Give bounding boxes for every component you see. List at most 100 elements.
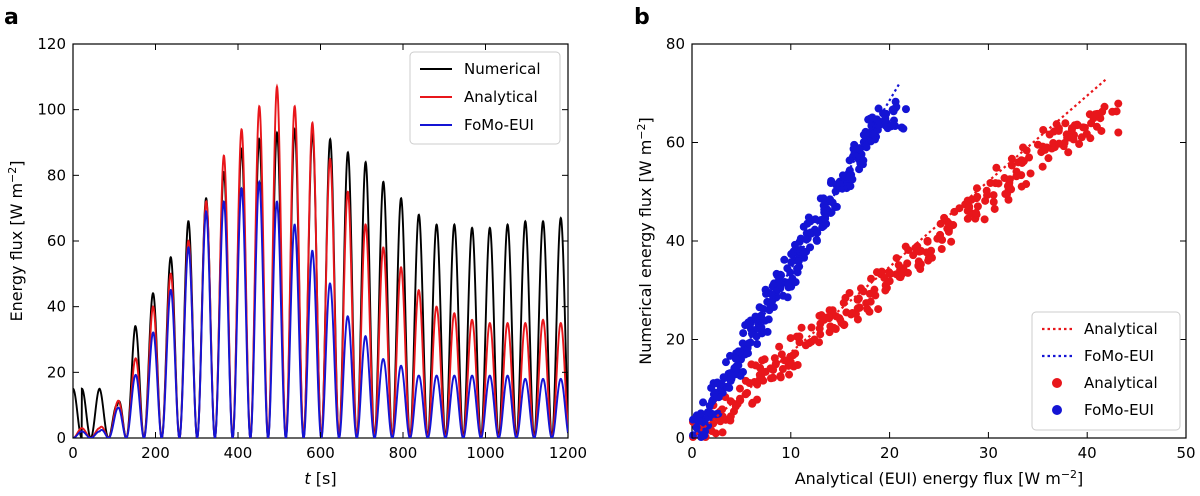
scatter-point-fomo-eui (888, 105, 897, 114)
scatter-point-analytical (892, 254, 901, 263)
scatter-point-analytical (947, 237, 956, 246)
scatter-point-analytical (1100, 102, 1109, 111)
scatter-point-fomo-eui (753, 340, 762, 348)
fit-line-fomo-eui (691, 82, 901, 439)
scatter-point-analytical (786, 358, 795, 367)
scatter-point-analytical (726, 416, 735, 425)
scatter-point-analytical (927, 253, 936, 262)
scatter-point-fomo-eui (741, 321, 750, 330)
scatter-point-fomo-eui (845, 156, 854, 165)
scatter-point-analytical (828, 306, 837, 315)
scatter-point-analytical (915, 247, 924, 256)
scatter-point-fomo-eui (696, 409, 705, 418)
scatter-point-fomo-eui (699, 398, 708, 407)
scatter-point-fomo-eui (845, 172, 854, 181)
panel-a-ylabel-exp: −2 (6, 167, 19, 183)
panel-a-xtick-label: 200 (141, 444, 170, 462)
scatter-point-analytical (1073, 120, 1082, 129)
panel-a-ytick-label: 0 (56, 429, 66, 447)
scatter-point-fomo-eui (899, 124, 908, 133)
scatter-point-fomo-eui (804, 213, 813, 222)
panel-a-ytick-label: 80 (47, 166, 66, 184)
scatter-point-fomo-eui (794, 257, 803, 266)
scatter-point-analytical (726, 397, 735, 406)
scatter-point-fomo-eui (811, 215, 820, 224)
panel-a-ylabel: Energy flux [W m−2] (6, 160, 27, 321)
scatter-point-analytical (760, 355, 769, 364)
scatter-point-analytical (923, 237, 932, 246)
panel-a-ytick-label: 40 (47, 298, 66, 316)
scatter-point-fomo-eui (901, 105, 910, 114)
panel-b-ticks: 0 10 20 30 40 50 0 20 40 60 80 (666, 35, 1196, 462)
scatter-point-fomo-eui (806, 243, 815, 252)
scatter-point-analytical (901, 242, 910, 251)
panel-b-xtick-label: 20 (880, 444, 899, 462)
scatter-point-fomo-eui (738, 339, 747, 348)
scatter-point-analytical (1012, 172, 1021, 181)
scatter-point-analytical (1033, 140, 1042, 149)
scatter-point-fomo-eui (714, 393, 723, 402)
scatter-point-analytical (775, 342, 784, 351)
legend-label-scatter-analytical: Analytical (1084, 374, 1158, 392)
legend-label-numerical: Numerical (464, 60, 541, 78)
fit-line-analytical (691, 77, 1108, 439)
scatter-point-analytical (867, 274, 876, 283)
scatter-point-fomo-eui (743, 349, 752, 358)
panel-b-ytick-label: 80 (666, 35, 685, 53)
panel-a-xtick-label: 1200 (549, 444, 587, 462)
panel-a-xtick-label: 0 (68, 444, 78, 462)
scatter-point-analytical (1052, 120, 1061, 129)
panel-a-ticks: 0 200 400 600 800 1000 1200 0 20 40 60 80 100 120 (37, 35, 587, 462)
scatter-point-fomo-eui (736, 371, 745, 380)
scatter-point-analytical (863, 305, 872, 314)
panel-a-legend: Numerical Analytical FoMo-EUI (409, 51, 561, 145)
scatter-point-analytical (1069, 135, 1078, 144)
scatter-point-fomo-eui (755, 303, 764, 312)
scatter-point-fomo-eui (746, 338, 755, 347)
panel-b-xlabel-exp: −2 (1061, 468, 1077, 481)
scatter-point-fomo-eui (787, 258, 796, 267)
scatter-point-fomo-eui (768, 290, 777, 299)
scatter-point-analytical (950, 207, 959, 216)
scatter-point-analytical (1025, 153, 1034, 162)
scatter-point-analytical (853, 304, 862, 313)
scatter-point-analytical (745, 379, 754, 388)
panel-a-ylabel-close: ] (7, 160, 26, 166)
panel-b-xlabel-close: ] (1077, 469, 1083, 488)
scatter-point-fomo-eui (700, 431, 709, 440)
scatter-point-analytical (767, 374, 775, 383)
panel-b-xlabel-text: Analytical (EUI) energy flux [W m (795, 469, 1061, 488)
scatter-point-analytical (1007, 154, 1016, 163)
scatter-point-analytical (1014, 158, 1023, 167)
scatter-point-fomo-eui (734, 361, 743, 370)
scatter-point-fomo-eui (820, 206, 829, 215)
panel-b-ytick-label: 40 (666, 232, 685, 250)
scatter-point-fomo-eui (865, 114, 874, 123)
scatter-point-analytical (748, 398, 757, 407)
panel-b-ylabel-text: Numerical energy flux [W m (636, 140, 655, 365)
scatter-point-analytical (916, 260, 925, 269)
scatter-point-analytical (786, 334, 795, 343)
panel-b-xtick-label: 10 (781, 444, 800, 462)
legend-label-analytical: Analytical (464, 88, 538, 106)
panel-a-xtick-label: 1000 (466, 444, 504, 462)
scatter-point-fomo-eui (727, 372, 736, 381)
scatter-point-fomo-eui (889, 120, 897, 129)
panel-b-xlabel: Analytical (EUI) energy flux [W m−2] (795, 468, 1084, 489)
scatter-point-fomo-eui (827, 176, 836, 185)
scatter-point-analytical (1097, 126, 1106, 135)
scatter-point-fomo-eui (786, 268, 795, 277)
scatter-point-fomo-eui (735, 347, 744, 356)
scatter-point-fomo-eui (780, 255, 789, 264)
panel-a-ytick-label: 120 (37, 35, 66, 53)
scatter-point-fomo-eui (858, 160, 867, 169)
scatter-point-fomo-eui (813, 228, 822, 237)
scatter-point-fomo-eui (879, 109, 888, 118)
scatter-point-fomo-eui (846, 182, 855, 191)
scatter-point-fomo-eui (796, 234, 805, 243)
scatter-point-analytical (1114, 99, 1123, 108)
panel-b: b 0 10 20 30 40 50 0 20 40 60 80 Analytical (EUI) … (634, 5, 1196, 488)
scatter-point-fomo-eui (757, 323, 766, 332)
scatter-point-analytical (797, 323, 806, 332)
scatter-point-fomo-eui (791, 278, 800, 287)
